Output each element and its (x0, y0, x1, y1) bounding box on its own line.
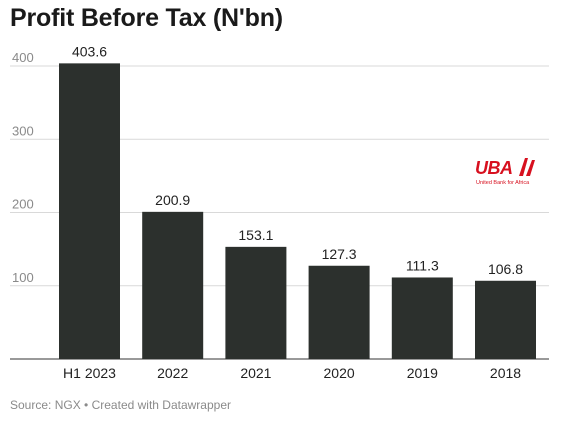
bar-2 (225, 246, 287, 359)
bar-3 (308, 265, 370, 359)
y-tick-label: 100 (12, 270, 34, 285)
x-tick-label: 2022 (157, 365, 188, 381)
bar-5 (475, 280, 536, 359)
source-note: Source: NGX (10, 398, 81, 412)
data-label: 106.8 (488, 261, 523, 277)
x-tick-label: H1 2023 (63, 365, 116, 381)
logo-wordmark: UBA (475, 158, 513, 178)
credit-note: Created with Datawrapper (91, 398, 231, 412)
data-label: 111.3 (406, 257, 439, 273)
data-label: 200.9 (155, 192, 190, 208)
y-tick-label: 300 (12, 123, 34, 138)
chart-footer: Source: NGX • Created with Datawrapper (10, 398, 231, 412)
logo-mark-icon (519, 158, 535, 176)
chart-title: Profit Before Tax (N'bn) (10, 4, 283, 32)
x-tick-label: 2019 (407, 365, 438, 381)
uba-logo: UBA United Bank for Africa (473, 156, 549, 190)
y-tick-label: 200 (12, 197, 34, 212)
data-label: 403.6 (72, 43, 107, 59)
x-tick-label: 2020 (324, 365, 355, 381)
data-label: 127.3 (322, 246, 357, 262)
bar-0 (59, 63, 120, 359)
y-tick-label: 400 (12, 50, 34, 65)
x-tick-label: 2018 (490, 365, 521, 381)
bar-4 (391, 277, 453, 359)
x-tick-label: 2021 (240, 365, 271, 381)
bar-1 (142, 211, 204, 359)
data-label: 153.1 (238, 227, 273, 243)
logo-tagline: United Bank for Africa (476, 180, 530, 186)
footer-separator: • (84, 398, 89, 412)
